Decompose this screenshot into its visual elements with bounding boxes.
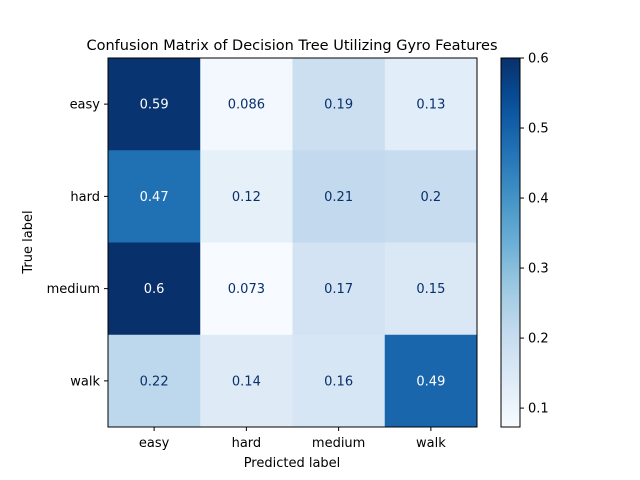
plot-frame <box>107 57 478 428</box>
heatmap-cell <box>108 242 201 336</box>
cell-value-label: 0.14 <box>232 374 261 389</box>
heatmap-cell <box>108 150 201 243</box>
colorbar-tick-label: 0.6 <box>528 52 549 67</box>
heatmap-cell-labels: 0.59 0.086 0.19 0.13 0.47 0.12 0.21 0.2 0.6 0.073… <box>140 98 446 390</box>
cell-value-label: 0.47 <box>140 190 169 205</box>
heatmap-cell <box>108 58 201 151</box>
colorbar-tick-label: 0.4 <box>528 192 549 207</box>
colorbar-tick-label: 0.1 <box>528 402 549 417</box>
x-tick-label: hard <box>232 436 262 451</box>
cell-value-label: 0.15 <box>416 282 445 297</box>
y-axis-ticks: easy hard medium walk <box>47 98 108 389</box>
heatmap-cell <box>384 58 478 151</box>
x-tick-label: easy <box>139 436 170 451</box>
y-tick-label: easy <box>70 98 101 113</box>
x-axis-ticks: easy hard medium walk <box>139 427 446 451</box>
cell-value-label: 0.21 <box>324 190 353 205</box>
heatmap-cell <box>200 242 293 336</box>
chart-title: Confusion Matrix of Decision Tree Utiliz… <box>86 38 497 54</box>
y-tick-label: hard <box>70 190 100 205</box>
x-tick-label: medium <box>312 436 365 451</box>
y-tick-label: medium <box>47 282 100 297</box>
cell-value-label: 0.19 <box>324 98 353 113</box>
cell-value-label: 0.59 <box>140 98 169 113</box>
cell-value-label: 0.12 <box>232 190 261 205</box>
x-axis-label: Predicted label <box>244 456 341 471</box>
y-tick-label: walk <box>70 374 100 389</box>
cell-value-label: 0.6 <box>144 282 165 297</box>
heatmap-cell <box>292 150 386 243</box>
cell-value-label: 0.2 <box>421 190 442 205</box>
colorbar-tick-label: 0.2 <box>528 332 549 347</box>
cell-value-label: 0.17 <box>324 282 353 297</box>
heatmap-cell <box>108 334 201 428</box>
cell-value-label: 0.073 <box>228 282 265 297</box>
cell-value-label: 0.086 <box>228 98 265 113</box>
y-axis-label: True label <box>21 210 36 274</box>
cell-value-label: 0.16 <box>324 374 353 389</box>
cell-value-label: 0.49 <box>416 374 445 389</box>
heatmap-cell <box>384 242 478 336</box>
heatmap-cells <box>108 58 478 428</box>
heatmap-cell <box>200 58 293 151</box>
colorbar <box>500 57 521 428</box>
colorbar-tick-label: 0.5 <box>528 122 549 137</box>
cell-value-label: 0.22 <box>140 374 169 389</box>
heatmap-cell <box>292 58 386 151</box>
heatmap-cell <box>384 334 478 428</box>
cell-value-label: 0.13 <box>416 98 445 113</box>
heatmap-cell <box>292 334 386 428</box>
heatmap-cell <box>200 150 293 243</box>
heatmap-cell <box>292 242 386 336</box>
heatmap-cell <box>384 150 478 243</box>
colorbar-ticks: 0.1 0.2 0.3 0.4 0.5 0.6 <box>520 52 549 417</box>
x-tick-label: walk <box>416 436 446 451</box>
heatmap-cell <box>200 334 293 428</box>
colorbar-tick-label: 0.3 <box>528 262 549 277</box>
